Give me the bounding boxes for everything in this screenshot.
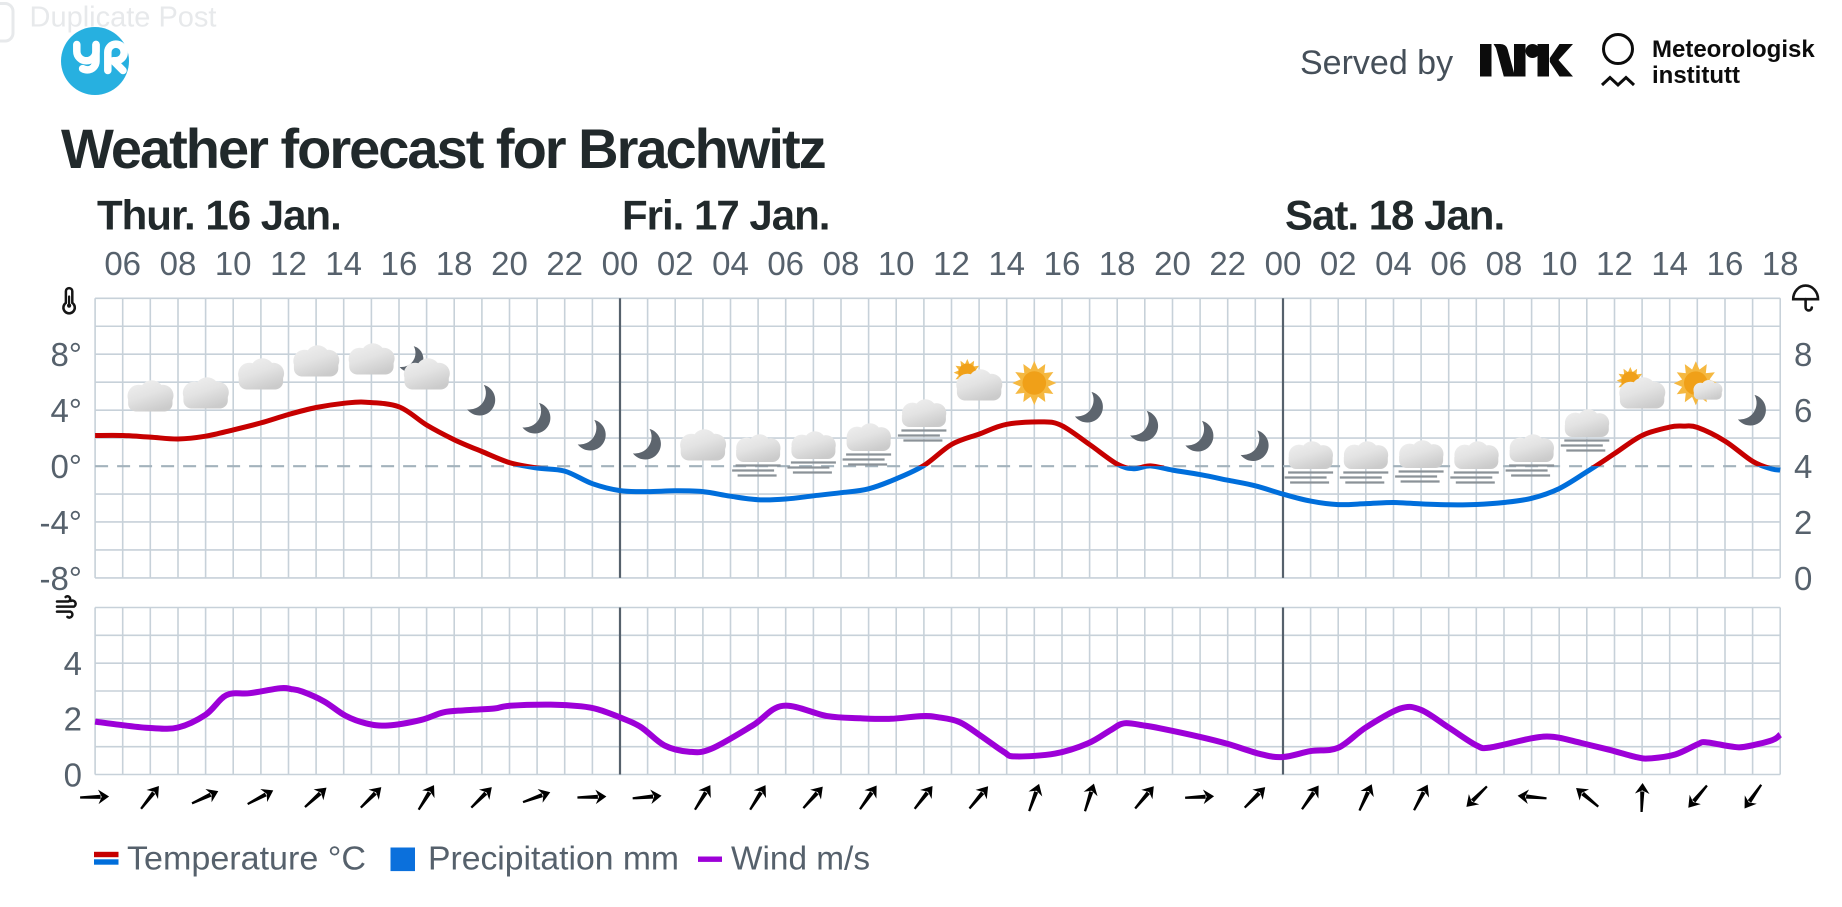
- svg-text:00: 00: [602, 245, 639, 282]
- svg-text:8°: 8°: [50, 336, 82, 373]
- svg-text:16: 16: [381, 245, 418, 282]
- svg-text:08: 08: [160, 245, 197, 282]
- svg-text:Sat. 18 Jan.: Sat. 18 Jan.: [1285, 192, 1504, 239]
- svg-text:Precipitation mm: Precipitation mm: [428, 840, 679, 877]
- svg-text:6: 6: [1794, 392, 1812, 429]
- svg-text:10: 10: [1541, 245, 1578, 282]
- svg-text:18: 18: [1762, 245, 1799, 282]
- svg-text:02: 02: [657, 245, 694, 282]
- svg-text:0: 0: [1794, 560, 1812, 597]
- svg-text:00: 00: [1265, 245, 1302, 282]
- svg-text:02: 02: [1320, 245, 1357, 282]
- svg-text:2: 2: [64, 701, 82, 738]
- svg-text:10: 10: [215, 245, 252, 282]
- svg-text:4: 4: [1794, 448, 1812, 485]
- svg-text:12: 12: [270, 245, 307, 282]
- svg-text:20: 20: [1154, 245, 1191, 282]
- svg-text:12: 12: [1596, 245, 1633, 282]
- svg-text:0°: 0°: [50, 448, 82, 485]
- svg-text:institutt: institutt: [1652, 62, 1740, 89]
- svg-text:12: 12: [933, 245, 970, 282]
- svg-text:0: 0: [64, 756, 82, 793]
- svg-text:Fri. 17 Jan.: Fri. 17 Jan.: [622, 192, 829, 239]
- svg-text:Weather forecast for Brachwitz: Weather forecast for Brachwitz: [61, 117, 825, 180]
- svg-text:18: 18: [436, 245, 473, 282]
- svg-text:08: 08: [1486, 245, 1523, 282]
- svg-text:Temperature °C: Temperature °C: [127, 840, 366, 877]
- svg-text:08: 08: [823, 245, 860, 282]
- svg-text:10: 10: [878, 245, 915, 282]
- svg-text:06: 06: [1430, 245, 1467, 282]
- svg-text:Served by: Served by: [1300, 44, 1453, 82]
- svg-text:Duplicate Post: Duplicate Post: [30, 1, 217, 33]
- svg-text:Meteorologisk: Meteorologisk: [1652, 36, 1815, 63]
- svg-text:16: 16: [1044, 245, 1081, 282]
- svg-text:8: 8: [1794, 336, 1812, 373]
- svg-text:06: 06: [767, 245, 804, 282]
- svg-text:22: 22: [1209, 245, 1246, 282]
- svg-text:04: 04: [712, 245, 749, 282]
- svg-text:20: 20: [491, 245, 528, 282]
- svg-text:14: 14: [325, 245, 362, 282]
- svg-text:Wind m/s: Wind m/s: [731, 840, 870, 877]
- svg-text:16: 16: [1707, 245, 1744, 282]
- svg-text:-8°: -8°: [39, 560, 82, 597]
- svg-text:18: 18: [1099, 245, 1136, 282]
- svg-text:04: 04: [1375, 245, 1412, 282]
- svg-text:4°: 4°: [50, 392, 82, 429]
- svg-text:Thur. 16 Jan.: Thur. 16 Jan.: [97, 192, 341, 239]
- svg-text:2: 2: [1794, 504, 1812, 541]
- svg-text:14: 14: [1651, 245, 1688, 282]
- svg-text:22: 22: [546, 245, 583, 282]
- svg-text:06: 06: [104, 245, 141, 282]
- svg-text:-4°: -4°: [39, 504, 82, 541]
- svg-text:14: 14: [988, 245, 1025, 282]
- svg-text:4: 4: [64, 645, 82, 682]
